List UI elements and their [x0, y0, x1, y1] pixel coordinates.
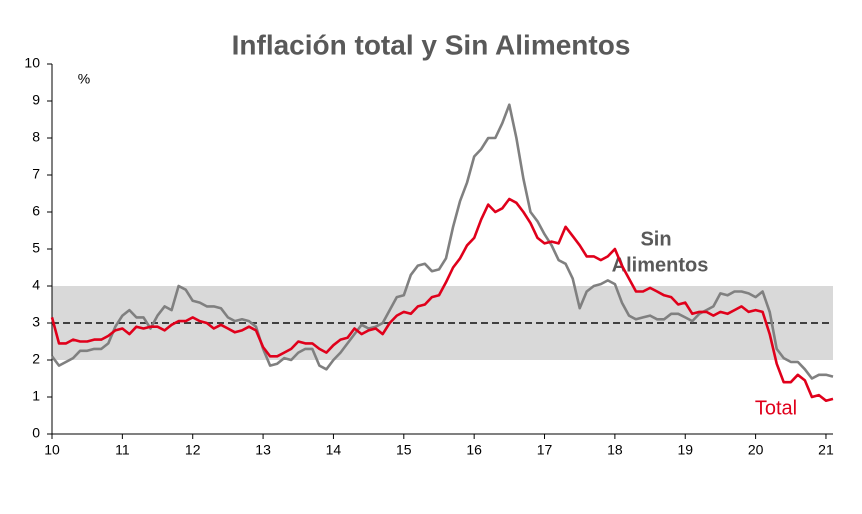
x-tick-label: 16 [466, 442, 482, 458]
annotation: Alimentos [612, 254, 709, 276]
annotation: Sin [640, 228, 671, 250]
x-tick-label: 13 [255, 442, 271, 458]
x-tick-label: 17 [537, 442, 553, 458]
y-tick-label: 6 [32, 203, 40, 219]
x-tick-label: 20 [748, 442, 764, 458]
x-tick-label: 15 [396, 442, 412, 458]
y-tick-label: 8 [32, 129, 40, 145]
y-tick-label: 1 [32, 388, 40, 404]
y-tick-label: 3 [32, 314, 40, 330]
y-tick-label: 4 [32, 277, 40, 293]
x-tick-label: 11 [115, 442, 130, 458]
chart-title: Inflación total y Sin Alimentos [232, 29, 631, 60]
y-tick-label: 0 [32, 425, 40, 441]
y-unit: % [78, 71, 90, 87]
x-tick-label: 14 [326, 442, 342, 458]
x-tick-label: 19 [677, 442, 693, 458]
y-tick-label: 7 [32, 166, 40, 182]
x-tick-label: 10 [44, 442, 60, 458]
y-tick-label: 9 [32, 92, 40, 108]
annotation: Total [755, 397, 797, 419]
y-tick-label: 2 [32, 351, 40, 367]
y-tick-label: 5 [32, 240, 40, 256]
series-line [50, 197, 834, 402]
x-tick-label: 18 [607, 442, 623, 458]
x-tick-label: 12 [185, 442, 201, 458]
x-tick-label: 21 [818, 442, 834, 458]
y-tick-label: 10 [24, 55, 40, 71]
